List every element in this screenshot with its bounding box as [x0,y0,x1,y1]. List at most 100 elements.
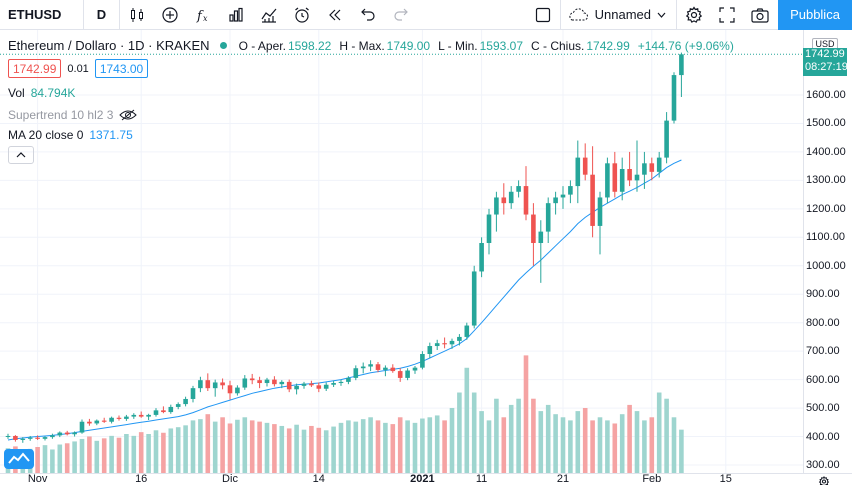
price-chart[interactable] [0,30,803,473]
collapse-legend-button[interactable] [8,146,34,164]
candle-body [146,414,151,417]
cloud-icon [569,7,588,20]
volume-legend[interactable]: Vol 84.794K [8,86,75,100]
candle-body [198,380,203,389]
ma-legend[interactable]: MA 20 close 0 1371.75 [8,128,133,142]
volume-bar [560,417,566,473]
financials-button[interactable] [219,0,252,30]
volume-bar [471,392,477,473]
candle-body [220,382,225,386]
compare-button[interactable] [153,0,186,30]
volume-bar [575,411,581,473]
settings-button[interactable] [677,0,710,30]
templates-button[interactable] [252,0,285,30]
candle-body [183,398,188,405]
volume-bar [449,408,455,473]
chart-style-button[interactable] [120,0,153,30]
candle-body [35,437,40,439]
volume-bar [50,449,55,473]
gear-icon [818,476,830,485]
fullscreen-button[interactable] [710,0,743,30]
candle-body [397,371,403,378]
time-tick-label: Dic [222,473,238,485]
volume-bar [353,421,359,473]
replay-button[interactable] [318,0,351,30]
symbol-title[interactable]: Ethereum / Dollaro · 1D · KRAKEN [8,38,210,53]
volume-bar [627,404,632,473]
price-tick-label: 1400.00 [806,145,846,158]
price-tick-label: 700.00 [806,345,840,358]
candle-body [427,346,433,354]
candle-body [590,174,595,226]
volume-bar [264,422,270,473]
supertrend-legend[interactable]: Supertrend 10 hl2 3 [8,108,138,122]
buy-button[interactable]: 1743.00 [94,59,149,78]
undo-button[interactable] [351,0,384,30]
publish-button[interactable]: Pubblica [778,0,852,30]
alert-button[interactable] [285,0,318,30]
sell-button[interactable]: 1742.99 [8,59,62,78]
volume-bar [161,432,166,473]
candle-body [553,197,558,204]
candle-body [664,120,669,158]
candle-body [634,174,640,181]
tradingview-logo[interactable] [4,449,34,474]
candle-body [486,214,492,243]
candle-body [190,388,196,399]
replay-icon [328,9,340,20]
volume-bar [87,436,92,473]
last-price-value: 1742.99 [805,48,845,60]
snapshot-button[interactable] [743,0,776,30]
fullscreen-icon [718,6,735,23]
volume-bar [35,447,40,473]
candle-body [353,368,359,378]
supertrend-label: Supertrend 10 hl2 3 [8,108,114,122]
spread-value: 0.01 [67,62,89,75]
interval-button[interactable]: D [84,0,120,30]
plus-circle-icon [161,6,178,23]
low-label: L - Min. [438,38,478,53]
candle-body [656,157,662,172]
price-axis[interactable] [803,30,852,473]
price-tick-label: 600.00 [806,373,840,386]
volume-bar [494,398,499,473]
volume-bar [479,411,484,473]
candle-body [101,420,107,422]
candle-body [479,243,484,272]
volume-bar [57,444,63,473]
bar-countdown: 08:27:19 [805,61,848,73]
svg-text:x: x [203,14,208,23]
volume-bar [79,438,85,473]
time-axis[interactable] [0,473,852,485]
volume-bar [420,418,425,473]
select-layout-button[interactable] [527,0,560,30]
candle-body [286,381,292,390]
candle-body [272,379,277,385]
candle-body [79,421,85,433]
volume-bar [249,420,255,473]
candle-body [27,437,33,439]
eye-hidden-icon[interactable] [119,109,138,121]
candle-body [131,414,137,417]
layout-name-button[interactable]: Unnamed [561,0,676,30]
candle-body [597,197,603,226]
volume-bar [412,422,418,473]
candle-body [301,383,307,386]
candle-body [575,157,581,187]
candle-body [420,354,425,368]
volume-bar [294,424,299,473]
volume-bar [605,420,610,473]
volume-bar [272,424,277,473]
volume-bar [212,421,218,473]
candle-body [434,343,440,347]
redo-button[interactable] [384,0,417,30]
candles-icon [130,7,143,22]
symbol-search-button[interactable]: ETHUSD [0,0,84,30]
volume-bar [368,417,373,473]
volume-bar [124,434,129,473]
market-status-dot [219,42,227,49]
candle-body [338,381,344,384]
axis-settings-button[interactable] [818,474,830,485]
volume-bar [235,419,240,473]
